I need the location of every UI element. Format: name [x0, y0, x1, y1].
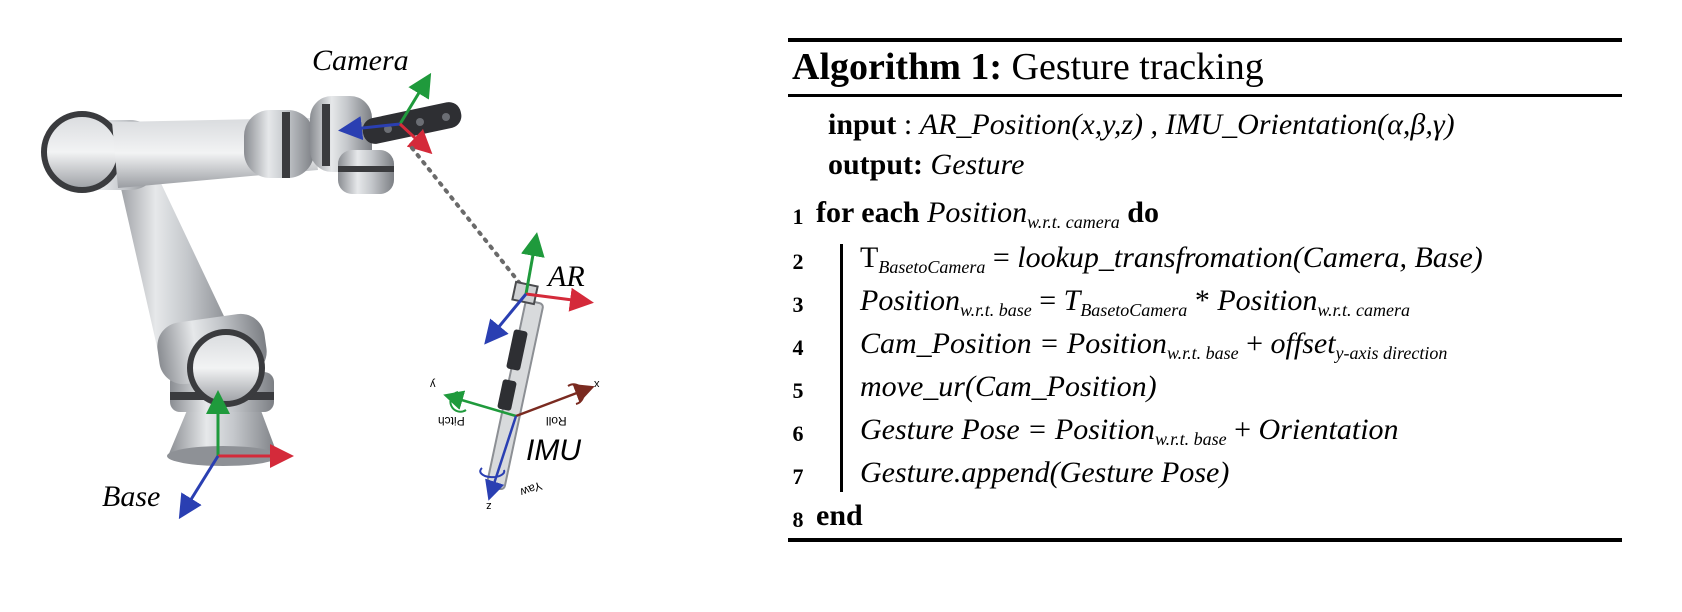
output-keyword: output:	[828, 148, 924, 181]
code-line: TBasetoCamera = lookup_transfromation(Ca…	[860, 241, 1483, 277]
camera-label: Camera	[312, 44, 409, 77]
algorithm-box: Algorithm 1: Gesture tracking input : AR…	[788, 38, 1622, 588]
code-line: for each Positionw.r.t. camera do	[816, 196, 1159, 232]
code-token: Gesture.append(Gesture Pose)	[860, 456, 1230, 489]
input-line: input : AR_Position(x,y,z) , IMU_Orienta…	[828, 110, 1455, 140]
code-token: Position	[860, 284, 961, 317]
line-number: 4	[792, 335, 804, 360]
code-token: end	[816, 499, 863, 532]
robot-figure: Camera Base AR IMU x y z Roll Pitch Yaw	[0, 0, 690, 612]
code-token: T	[1063, 284, 1081, 317]
code-token: w.r.t. base	[1154, 429, 1227, 449]
code-line: move_ur(Cam_Position)	[860, 372, 1157, 402]
algorithm-name: Gesture tracking	[1011, 46, 1264, 88]
code-token: +	[1238, 327, 1271, 360]
code-token: +	[1226, 413, 1259, 446]
top-rule	[788, 38, 1622, 42]
title-rule	[788, 94, 1622, 97]
handheld-imu-device	[486, 280, 544, 491]
imu-axis-z-label: z	[486, 500, 492, 512]
input-value: AR_Position(x,y,z) , IMU_Orientation(α,β…	[919, 108, 1455, 141]
code-token: Cam_Position = Position	[860, 327, 1167, 360]
imu-label: IMU	[526, 434, 581, 467]
code-line: Cam_Position = Positionw.r.t. base + off…	[860, 327, 1448, 363]
code-token: move_ur(Cam_Position)	[860, 370, 1157, 403]
code-token: lookup_transfromation(Camera, Base)	[1017, 241, 1483, 274]
robot-arm-illustration	[41, 72, 595, 520]
loop-bar	[840, 244, 843, 492]
line-number: 7	[792, 464, 804, 489]
code-token: =	[1031, 284, 1064, 317]
code-line: end	[816, 501, 863, 531]
ar-axes	[484, 232, 594, 345]
line-number: 6	[792, 421, 804, 446]
imu-axis-y-label: y	[430, 378, 436, 390]
ar-label: AR	[548, 260, 585, 293]
code-token: w.r.t. base	[1166, 343, 1239, 363]
code-token: y-axis direction	[1335, 343, 1448, 363]
code-token: BasetoCamera	[878, 257, 986, 277]
code-token: Position	[1217, 284, 1318, 317]
input-keyword: input	[828, 108, 897, 141]
camera-device	[362, 102, 462, 144]
imu-axes	[443, 383, 595, 501]
code-token: w.r.t. camera	[1027, 212, 1120, 232]
code-token: T	[860, 241, 879, 274]
output-line: output: Gesture	[828, 150, 1024, 180]
base-axes	[178, 390, 294, 520]
camera-axes	[338, 72, 433, 155]
line-number: 5	[792, 378, 804, 403]
code-token: Orientation	[1258, 413, 1399, 446]
imu-roll-label: Roll	[546, 414, 567, 428]
bottom-rule	[788, 538, 1622, 542]
code-line: Gesture.append(Gesture Pose)	[860, 458, 1229, 488]
line-number: 2	[792, 249, 804, 274]
code-token: do	[1119, 196, 1159, 229]
imu-axis-x-label: x	[594, 378, 600, 390]
code-line: Gesture Pose = Positionw.r.t. base + Ori…	[860, 413, 1399, 449]
code-token: w.r.t. base	[960, 300, 1032, 320]
camera-ar-dotted-line	[410, 146, 524, 288]
input-separator: :	[896, 108, 920, 141]
code-token: for each	[816, 196, 928, 229]
code-token: BasetoCamera	[1080, 300, 1188, 320]
code-token: Position	[927, 196, 1028, 229]
line-number: 3	[792, 292, 804, 317]
code-token: *	[1187, 284, 1218, 317]
code-token: =	[985, 241, 1018, 274]
algorithm-title: Algorithm 1: Gesture tracking	[792, 48, 1264, 86]
code-token: Gesture Pose = Position	[860, 413, 1155, 446]
output-value: Gesture	[930, 148, 1025, 181]
line-number: 8	[792, 507, 804, 532]
code-line: Positionw.r.t. base = TBasetoCamera * Po…	[860, 284, 1410, 320]
code-token: offset	[1270, 327, 1336, 360]
code-token: w.r.t. camera	[1317, 300, 1410, 320]
imu-pitch-label: Pitch	[438, 414, 465, 428]
robot-upper-arm	[112, 96, 394, 194]
base-label: Base	[102, 480, 161, 513]
algorithm-heading: Algorithm 1:	[792, 46, 1003, 88]
line-number: 1	[792, 204, 804, 229]
